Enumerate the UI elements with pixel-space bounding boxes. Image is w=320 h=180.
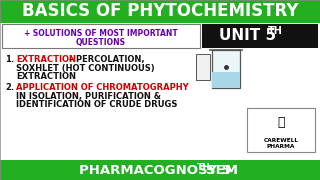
Text: SOXHLET (HOT CONTINUOUS): SOXHLET (HOT CONTINUOUS) [16,64,155,73]
Text: EXTRACTION: EXTRACTION [16,55,76,64]
FancyBboxPatch shape [0,160,320,180]
FancyBboxPatch shape [0,0,320,23]
Text: QUESTIONS: QUESTIONS [76,39,126,48]
Text: BASICS OF PHYTOCHEMISTRY: BASICS OF PHYTOCHEMISTRY [22,3,298,21]
Text: PHARMACOGNOSY 5: PHARMACOGNOSY 5 [79,163,231,177]
FancyBboxPatch shape [247,108,315,152]
FancyBboxPatch shape [202,24,318,48]
Text: IDENTIFICATION OF CRUDE DRUGS: IDENTIFICATION OF CRUDE DRUGS [16,100,177,109]
FancyBboxPatch shape [0,23,320,160]
Text: 2.: 2. [5,83,14,92]
Text: APPLICATION OF CHROMATOGRAPHY: APPLICATION OF CHROMATOGRAPHY [16,83,188,92]
Text: SEM: SEM [206,163,238,177]
Text: CAREWELL: CAREWELL [263,138,299,143]
Text: EXTRACTION: EXTRACTION [16,72,76,81]
FancyBboxPatch shape [212,72,240,88]
Text: – PERCOLATION,: – PERCOLATION, [66,55,145,64]
Text: TH: TH [197,163,211,172]
Text: + SOLUTIONS OF MOST IMPORTANT: + SOLUTIONS OF MOST IMPORTANT [24,30,178,39]
FancyBboxPatch shape [212,50,240,88]
FancyBboxPatch shape [2,24,200,48]
FancyBboxPatch shape [196,54,210,80]
Text: UNIT 5: UNIT 5 [220,28,276,44]
Text: 1.: 1. [5,55,14,64]
Text: PHARMA: PHARMA [267,143,295,148]
Text: IN ISOLATION, PURIFICATION &: IN ISOLATION, PURIFICATION & [16,91,161,100]
Text: 🎓: 🎓 [277,116,285,129]
Text: TH: TH [268,26,283,36]
